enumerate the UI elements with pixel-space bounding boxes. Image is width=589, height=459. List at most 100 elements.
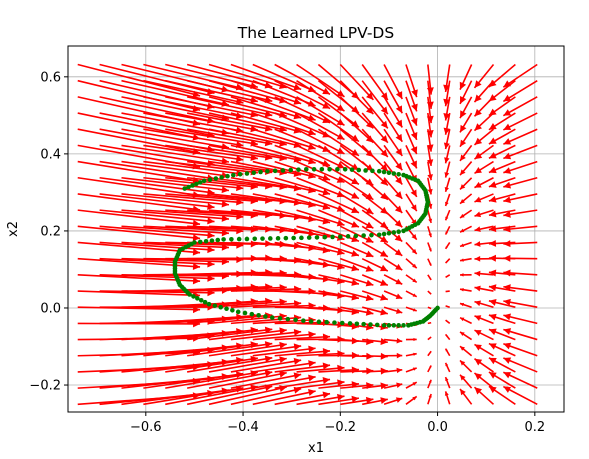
trajectory-point — [277, 316, 283, 321]
field-arrow — [339, 112, 374, 144]
field-arrow — [503, 298, 538, 308]
field-arrow — [187, 341, 273, 357]
field-arrow — [296, 241, 345, 256]
field-arrow — [383, 306, 403, 314]
field-arrow — [252, 331, 316, 341]
field-arrow — [459, 331, 473, 341]
field-arrow — [252, 63, 316, 93]
field-arrow — [361, 64, 389, 101]
field-arrow — [339, 160, 374, 187]
trajectory-point — [435, 305, 440, 311]
y-axis-label: x2 — [6, 221, 21, 237]
trajectory-point — [296, 167, 301, 172]
field-arrow — [443, 112, 451, 135]
trajectory-point — [332, 320, 337, 325]
demonstration-trajectory — [172, 166, 440, 328]
field-arrow — [426, 96, 434, 124]
field-arrow — [427, 336, 432, 341]
field-arrow — [459, 177, 473, 190]
trajectory-point — [356, 167, 362, 173]
field-arrow — [318, 193, 360, 214]
trajectory-point — [338, 234, 343, 240]
field-arrow — [208, 370, 287, 389]
trajectory-point — [354, 321, 360, 327]
field-arrow — [405, 177, 418, 198]
field-arrow — [383, 64, 403, 100]
trajectory-point — [256, 312, 261, 318]
trajectory-point — [311, 166, 317, 172]
trajectory-point — [269, 315, 275, 320]
trajectory-point — [327, 166, 332, 172]
field-arrow — [488, 269, 516, 277]
trajectory-point — [324, 319, 329, 325]
y-tick-label: 0.2 — [40, 224, 61, 239]
field-arrow — [361, 274, 389, 286]
trajectory-point — [225, 173, 230, 179]
field-arrow — [444, 391, 451, 405]
field-arrow — [143, 176, 244, 192]
field-arrow — [405, 128, 418, 155]
trajectory-point — [244, 171, 250, 176]
field-arrow — [339, 193, 374, 215]
trajectory-point — [197, 239, 203, 245]
trajectory-point — [299, 235, 304, 241]
field-arrow — [488, 371, 516, 389]
field-arrow — [459, 193, 473, 205]
field-arrow — [318, 209, 360, 228]
trajectory-point — [190, 183, 195, 188]
field-arrow — [503, 144, 538, 160]
trajectory-point — [376, 168, 382, 174]
field-arrow — [444, 145, 451, 164]
field-arrow — [362, 338, 388, 346]
field-arrow — [503, 328, 538, 341]
field-arrow — [230, 96, 302, 120]
field-arrow — [383, 144, 403, 171]
field-arrow — [459, 359, 473, 373]
trajectory-point — [363, 168, 368, 173]
field-arrow — [318, 241, 360, 257]
field-arrow — [473, 63, 495, 89]
field-arrow — [503, 112, 538, 131]
x-tick-label: 0.2 — [524, 420, 545, 435]
field-arrow — [121, 176, 230, 194]
field-arrow — [405, 64, 418, 98]
trajectory-point — [235, 309, 241, 315]
trajectory-point — [283, 235, 289, 241]
field-arrow — [488, 112, 516, 131]
field-arrow — [427, 365, 432, 373]
x-tick-label: −0.2 — [325, 420, 357, 435]
trajectory-point — [209, 238, 215, 243]
field-arrow — [503, 176, 538, 189]
field-arrow — [296, 63, 345, 98]
field-arrow — [427, 321, 432, 325]
field-arrow — [252, 128, 316, 150]
field-arrow — [361, 128, 389, 158]
trajectory-point — [215, 237, 221, 243]
trajectory-point — [230, 307, 235, 313]
field-arrow — [143, 144, 244, 163]
trajectory-point — [195, 296, 200, 301]
field-arrow — [121, 209, 230, 222]
trajectory-point — [391, 323, 397, 328]
field-arrow — [230, 372, 302, 389]
field-arrow — [405, 306, 417, 312]
field-arrow — [318, 395, 360, 406]
field-arrow — [252, 389, 316, 406]
field-arrow — [443, 80, 451, 107]
field-arrow — [405, 381, 418, 389]
field-arrow — [459, 241, 472, 248]
trajectory-point — [272, 168, 278, 174]
trajectory-point — [369, 232, 374, 238]
field-arrow — [443, 64, 451, 93]
field-arrow — [459, 128, 473, 148]
trajectory-point — [370, 168, 375, 174]
field-arrow — [459, 96, 473, 119]
field-arrow — [383, 290, 403, 300]
field-arrow — [165, 96, 259, 118]
field-arrow — [383, 382, 403, 389]
field-arrow — [252, 345, 316, 357]
trajectory-point — [249, 311, 255, 317]
trajectory-point — [386, 170, 392, 176]
field-arrow — [318, 257, 360, 272]
field-arrow — [503, 160, 538, 174]
